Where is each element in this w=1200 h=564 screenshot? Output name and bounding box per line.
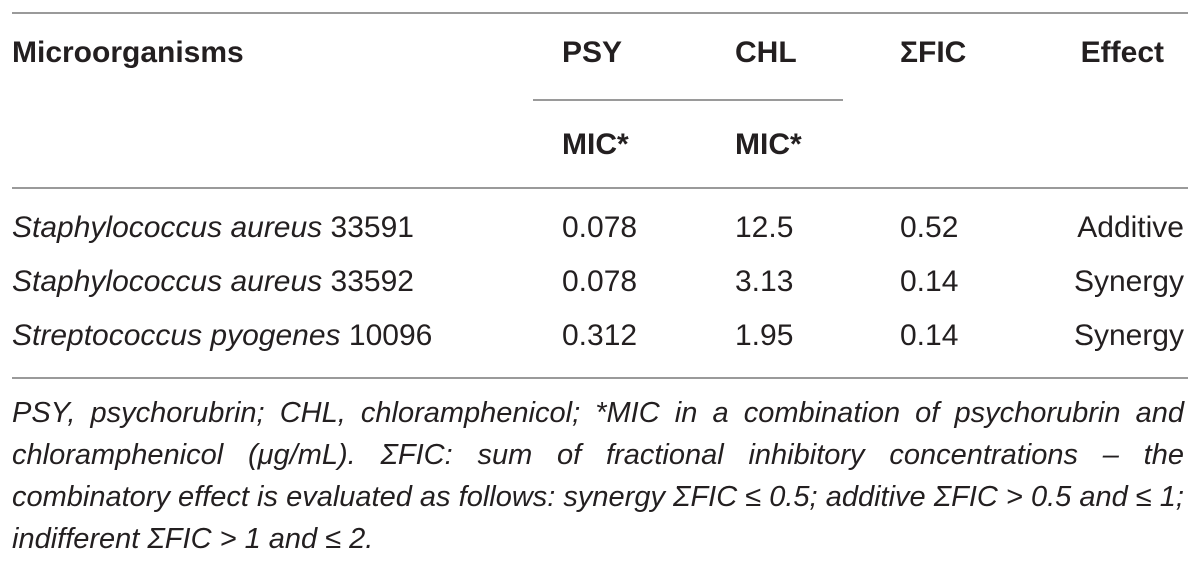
cell-chl-mic: 3.13 <box>735 265 794 298</box>
header-microorganisms: Microorganisms <box>12 36 244 69</box>
table-row-organism: Staphylococcus aureus 33591 <box>12 210 414 246</box>
cell-chl-mic: 1.95 <box>735 319 794 352</box>
table-bottom-rule <box>12 377 1188 379</box>
header-psy: PSY <box>562 36 623 69</box>
header-bottom-rule <box>12 187 1188 189</box>
cell-effect: Synergy <box>1073 319 1184 352</box>
top-rule <box>12 12 1188 14</box>
cell-sum-fic: 0.14 <box>900 319 959 352</box>
species-name: Staphylococcus aureus <box>12 265 323 298</box>
cell-sum-fic: 0.14 <box>900 265 959 298</box>
species-name: Staphylococcus aureus <box>12 211 323 244</box>
cell-sum-fic: 0.52 <box>900 211 959 244</box>
subheader-psy-mic: MIC* <box>562 128 629 161</box>
strain-number: 33592 <box>330 265 414 298</box>
species-name: Streptococcus pyogenes <box>12 319 341 352</box>
cell-psy-mic: 0.078 <box>562 211 638 244</box>
strain-number: 10096 <box>348 319 433 352</box>
subheader-chl-mic: MIC* <box>735 128 802 161</box>
cell-psy-mic: 0.078 <box>562 265 638 298</box>
cell-effect: Additive <box>1077 211 1184 244</box>
header-sum-fic: ΣFIC <box>900 36 967 69</box>
header-effect: Effect <box>1080 36 1164 69</box>
strain-number: 33591 <box>330 211 414 244</box>
table-footnote: PSY, psychorubrin; CHL, chloramphenicol;… <box>12 397 1184 555</box>
header-chl: CHL <box>735 36 797 69</box>
cell-chl-mic: 12.5 <box>735 211 794 244</box>
cell-psy-mic: 0.312 <box>562 319 638 352</box>
table-row-organism: Streptococcus pyogenes 10096 <box>12 318 432 354</box>
subheader-rule <box>533 99 843 101</box>
table-row-organism: Staphylococcus aureus 33592 <box>12 264 414 300</box>
cell-effect: Synergy <box>1073 265 1184 298</box>
